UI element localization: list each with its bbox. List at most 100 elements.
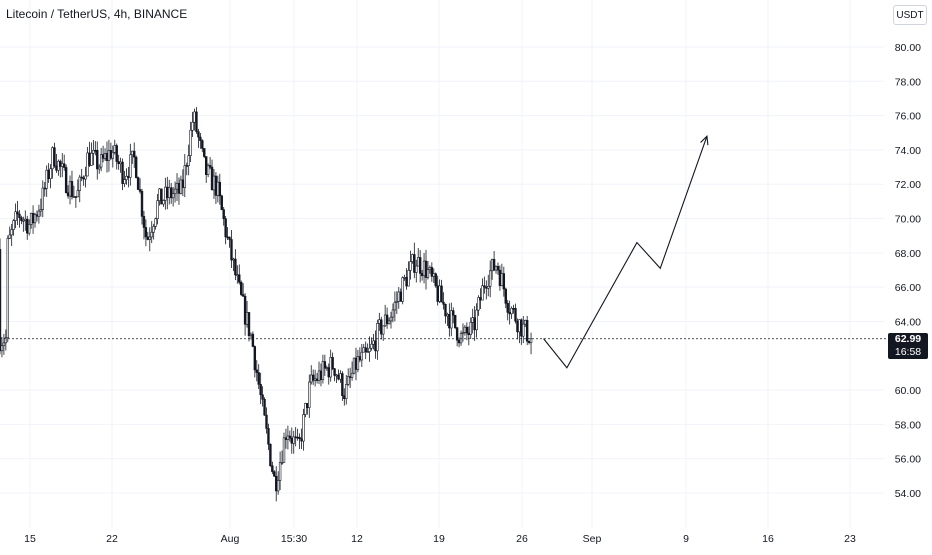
candle-body xyxy=(45,169,48,189)
candle-body xyxy=(39,209,43,212)
candle-body xyxy=(121,161,124,184)
candle-body xyxy=(140,191,144,217)
candle-body xyxy=(380,319,383,335)
candle-body xyxy=(136,177,140,190)
candle-body xyxy=(263,398,266,416)
candle-body xyxy=(438,285,441,302)
candle-body xyxy=(43,187,46,190)
candle-body xyxy=(385,314,389,325)
x-tick-label: 15 xyxy=(24,533,36,545)
candle-body xyxy=(346,376,350,385)
candle-body xyxy=(337,374,340,380)
candle-body xyxy=(455,327,459,341)
y-tick-label: 78.00 xyxy=(895,76,921,88)
candle-body xyxy=(440,285,443,303)
candle-body xyxy=(459,333,463,344)
candle-body xyxy=(158,188,161,201)
candle-body xyxy=(479,297,482,301)
candle-body xyxy=(453,314,457,328)
candle-body xyxy=(129,154,132,178)
candle-body xyxy=(152,226,155,233)
candle-body xyxy=(10,229,13,236)
candle-body xyxy=(471,317,474,323)
candle-body xyxy=(80,176,83,179)
candle-body xyxy=(131,150,134,156)
candle-body xyxy=(119,161,122,165)
candle-body xyxy=(61,163,64,167)
candle-body xyxy=(275,475,278,492)
candle-body xyxy=(212,175,216,191)
candle-body xyxy=(84,175,87,180)
candle-body xyxy=(525,319,529,342)
candle-body xyxy=(72,196,76,198)
x-tick-label: 16 xyxy=(762,533,774,545)
candle-body xyxy=(18,213,21,218)
candle-body xyxy=(311,374,315,381)
candle-body xyxy=(37,210,41,217)
candle-body xyxy=(306,403,309,408)
candle-body xyxy=(146,236,150,240)
candle-body xyxy=(171,193,175,199)
candle-body xyxy=(374,340,377,352)
candle-body xyxy=(432,273,435,277)
candle-body xyxy=(195,111,198,132)
symbol-title[interactable]: Litecoin / TetherUS, 4h, BINANCE xyxy=(6,7,188,21)
candle-body xyxy=(313,378,317,381)
candle-body xyxy=(450,310,453,329)
x-tick-label: 23 xyxy=(844,533,856,545)
candle-body xyxy=(348,376,352,378)
candle-body xyxy=(477,297,480,311)
candle-body xyxy=(267,428,270,445)
candle-body xyxy=(280,462,284,464)
projection-line xyxy=(543,136,708,369)
candle-body xyxy=(20,217,23,221)
candle-body xyxy=(62,163,66,168)
candle-body xyxy=(74,196,78,198)
candle-body xyxy=(387,320,391,325)
candle-body xyxy=(113,145,116,153)
candle-body xyxy=(516,320,519,333)
candle-body xyxy=(175,182,179,190)
x-tick-label: 15:30 xyxy=(281,533,307,545)
candle-body xyxy=(222,209,225,219)
candle-body xyxy=(247,312,251,336)
currency-button[interactable]: USDT xyxy=(893,5,927,25)
y-tick-label: 80.00 xyxy=(895,42,921,54)
candle-body xyxy=(436,285,439,302)
candle-body xyxy=(142,216,146,228)
candle-body xyxy=(529,338,533,343)
candle-body xyxy=(310,374,313,383)
candle-body xyxy=(298,436,301,440)
candle-body xyxy=(226,236,229,239)
candle-body xyxy=(47,169,50,180)
candle-body xyxy=(133,150,136,158)
candle-body xyxy=(144,227,148,238)
candle-body xyxy=(500,273,504,286)
candle-body xyxy=(494,266,498,271)
candle-body xyxy=(90,152,93,166)
candle-body xyxy=(444,304,447,317)
candle-body xyxy=(134,156,138,178)
candle-body xyxy=(197,131,200,138)
candle-body xyxy=(442,301,445,305)
candle-body xyxy=(12,220,15,230)
candle-body xyxy=(276,480,280,492)
candle-body xyxy=(325,367,328,369)
candle-body xyxy=(8,234,11,239)
candle-body xyxy=(329,357,332,378)
candle-body xyxy=(2,342,6,347)
candle-body xyxy=(164,186,167,201)
last-price-badge: 62.99 16:58 xyxy=(888,333,928,359)
candle-body xyxy=(487,285,490,289)
candle-body xyxy=(457,339,461,344)
candle-body xyxy=(518,319,521,333)
candle-body xyxy=(156,200,159,219)
candle-body xyxy=(86,152,89,177)
candle-body xyxy=(255,369,258,373)
candle-body xyxy=(218,181,222,197)
candle-body xyxy=(395,300,399,303)
candle-body xyxy=(27,224,31,234)
candle-body xyxy=(488,270,492,287)
